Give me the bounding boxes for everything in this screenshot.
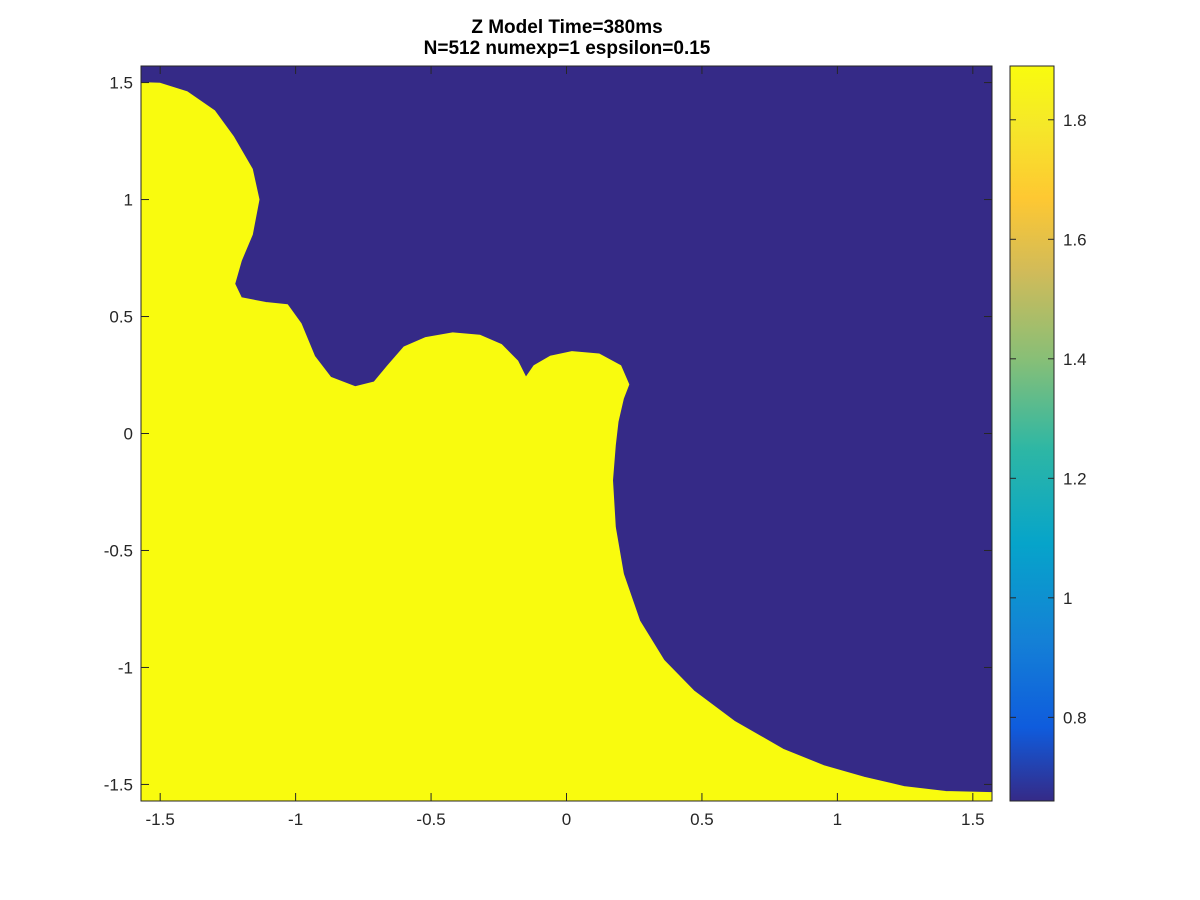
y-tick-label: 1: [124, 191, 133, 210]
high-value-region: [140, 82, 993, 802]
y-tick-label: -0.5: [104, 541, 133, 560]
chart-title: Z Model Time=380ms: [471, 17, 662, 38]
colorbar-ticks: 1.8 1.6 1.4 1.2 1 0.8: [1010, 111, 1087, 727]
y-tick-label: 1.5: [109, 74, 133, 93]
colorbar-tick-label: 1.8: [1063, 111, 1087, 130]
colorbar: 1.8 1.6 1.4 1.2 1 0.8: [1009, 65, 1087, 802]
colorbar-gradient: [1010, 66, 1054, 801]
x-tick-label: 0.5: [690, 810, 714, 829]
colorbar-tick-label: 1: [1063, 589, 1072, 608]
x-tick-label: -0.5: [416, 810, 445, 829]
colorbar-frame: [1009, 65, 1055, 802]
colorbar-tick-label: 1.6: [1063, 230, 1087, 249]
y-tick-label: -1.5: [104, 775, 133, 794]
x-axis: -1.5 -1 -0.5 0 0.5 1 1.5: [146, 66, 985, 829]
y-tick-label: 0: [124, 425, 133, 444]
colorbar-tick-label: 0.8: [1063, 708, 1087, 727]
y-axis: 1.5 1 0.5 0 -0.5 -1 -1.5: [104, 74, 992, 794]
colorbar-tick-label: 1.4: [1063, 350, 1087, 369]
y-tick-label: -1: [118, 658, 133, 677]
x-tick-label: 1.5: [961, 810, 985, 829]
chart-subtitle: N=512 numexp=1 espsilon=0.15: [424, 38, 711, 59]
colorbar-tick-label: 1.2: [1063, 469, 1087, 488]
x-tick-label: -1: [288, 810, 303, 829]
x-tick-label: 1: [833, 810, 842, 829]
plot-area: [140, 65, 993, 802]
x-tick-label: 0: [562, 810, 571, 829]
x-tick-label: -1.5: [146, 810, 175, 829]
y-tick-label: 0.5: [109, 308, 133, 327]
